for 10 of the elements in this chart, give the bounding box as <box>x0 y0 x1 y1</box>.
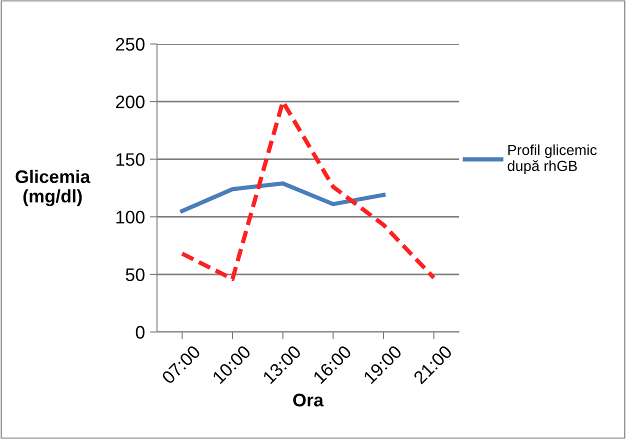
y-tick-label: 100 <box>116 210 144 224</box>
y-tick-label: 200 <box>116 96 144 108</box>
y-axis-title: Glicemia (mg/dl) <box>16 170 90 206</box>
y-tick-label: 0 <box>136 326 144 339</box>
x-axis-title: Ora <box>293 394 324 406</box>
line-series <box>180 181 386 214</box>
y-tick-label: 150 <box>116 153 144 166</box>
y-tick-label: 250 <box>116 38 144 51</box>
y-tick-label: 50 <box>126 268 144 282</box>
legend-label: Profil glicemic după rhGB <box>508 144 597 174</box>
